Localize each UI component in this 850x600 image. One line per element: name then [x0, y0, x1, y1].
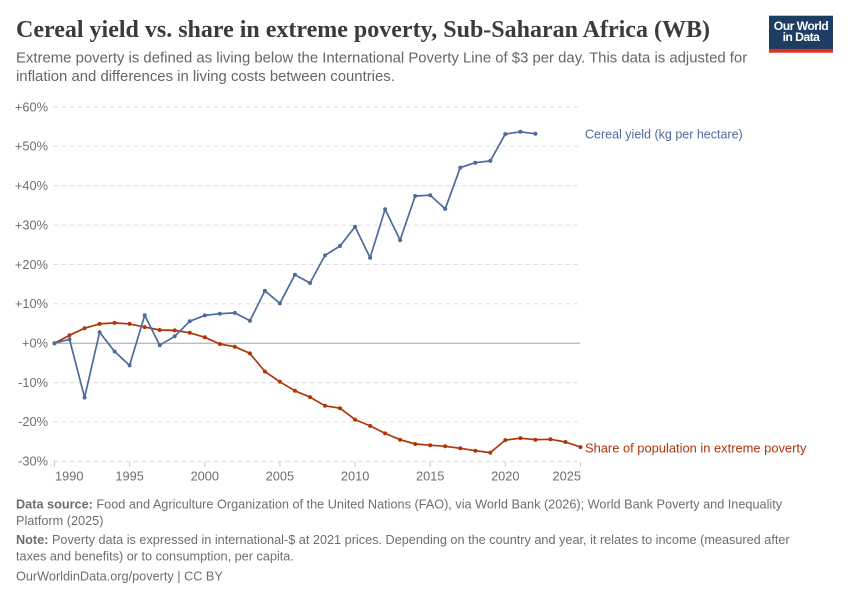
svg-text:2005: 2005 — [266, 468, 294, 483]
svg-text:-10%: -10% — [18, 375, 48, 390]
svg-text:-30%: -30% — [18, 454, 48, 469]
svg-text:2010: 2010 — [341, 468, 369, 483]
svg-text:-20%: -20% — [18, 414, 48, 429]
svg-text:Share of population in extreme: Share of population in extreme poverty — [585, 440, 807, 455]
svg-text:inflation and differences in l: inflation and differences in living cost… — [16, 69, 395, 85]
svg-text:2015: 2015 — [416, 468, 444, 483]
svg-text:Data source: Food and Agricult: Data source: Food and Agriculture Organi… — [16, 498, 783, 512]
svg-text:Note: Poverty data is expresse: Note: Poverty data is expressed in inter… — [16, 533, 790, 547]
svg-text:1990: 1990 — [55, 468, 83, 483]
svg-text:2025: 2025 — [553, 468, 581, 483]
svg-text:+20%: +20% — [15, 257, 48, 272]
svg-text:+0%: +0% — [22, 336, 48, 351]
svg-text:Cereal yield (kg per hectare): Cereal yield (kg per hectare) — [585, 128, 743, 142]
svg-text:Platform (2025): Platform (2025) — [16, 514, 103, 528]
svg-text:Cereal yield vs. share in extr: Cereal yield vs. share in extreme povert… — [16, 17, 710, 43]
svg-text:+50%: +50% — [15, 139, 48, 154]
svg-text:+30%: +30% — [15, 217, 48, 232]
svg-text:in Data: in Data — [783, 30, 821, 44]
svg-text:+10%: +10% — [15, 296, 48, 311]
svg-text:+40%: +40% — [15, 178, 48, 193]
svg-text:Extreme poverty is defined as: Extreme poverty is defined as living bel… — [16, 51, 747, 67]
svg-text:+60%: +60% — [15, 99, 48, 114]
svg-text:1995: 1995 — [115, 468, 143, 483]
svg-text:Our World: Our World — [774, 19, 829, 33]
svg-text:2020: 2020 — [491, 468, 519, 483]
svg-text:2000: 2000 — [191, 468, 219, 483]
svg-text:OurWorldinData.org/poverty | C: OurWorldinData.org/poverty | CC BY — [16, 569, 223, 583]
svg-text:taxes and benefits) or to cons: taxes and benefits) or to consumption, p… — [16, 550, 294, 564]
